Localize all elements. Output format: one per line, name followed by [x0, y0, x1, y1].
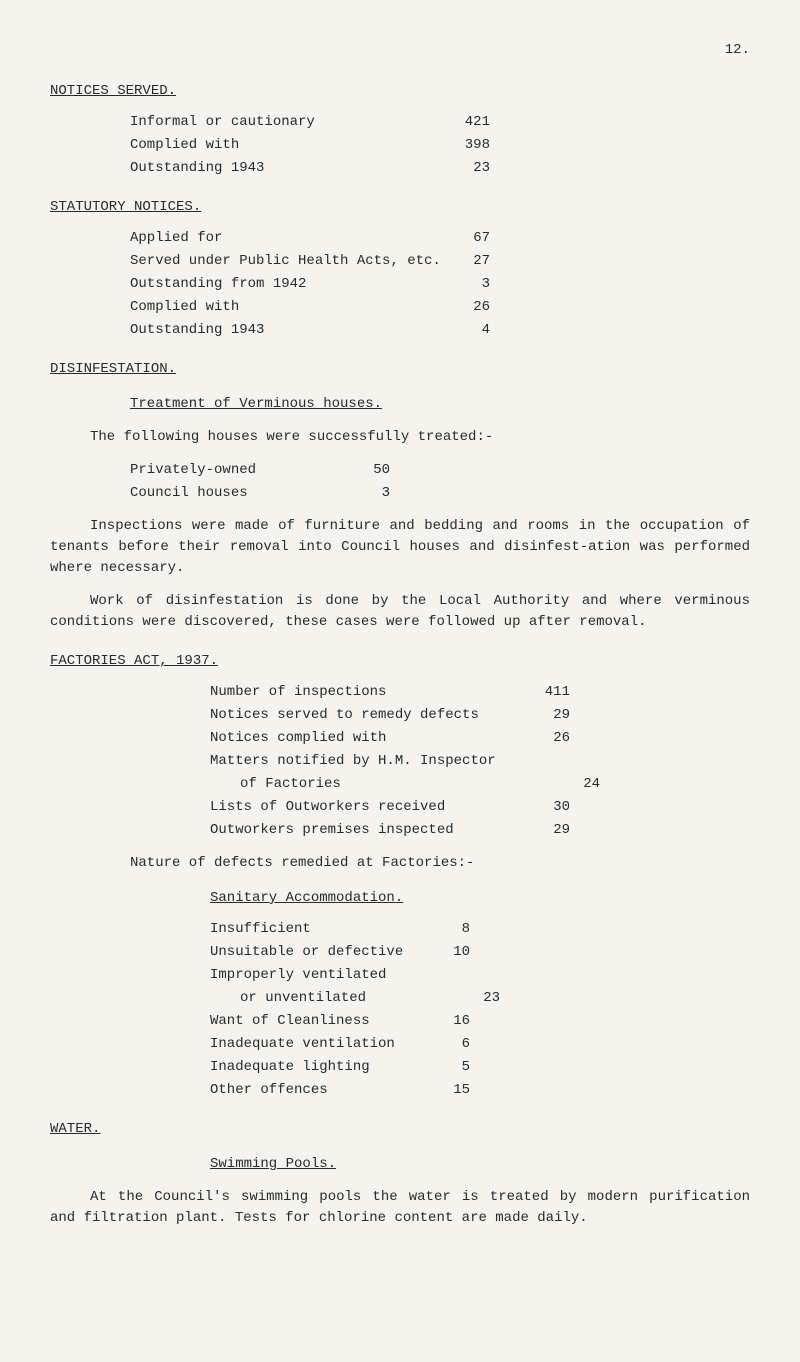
row-label: Insufficient [210, 919, 430, 940]
row-value: 6 [430, 1034, 470, 1055]
row-label: Council houses [130, 483, 350, 504]
row-value: 26 [450, 297, 490, 318]
factories-heading: FACTORIES ACT, 1937. [50, 651, 750, 672]
notices-served-table: Informal or cautionary 421 Complied with… [130, 112, 750, 179]
row-value: 10 [430, 942, 470, 963]
nature-heading: Nature of defects remedied at Factories:… [130, 853, 750, 874]
table-row: Number of inspections 411 [210, 682, 750, 703]
row-label: Number of inspections [210, 682, 530, 703]
row-value: 26 [530, 728, 570, 749]
table-row: Notices complied with 26 [210, 728, 750, 749]
disinfestation-subheading: Treatment of Verminous houses. [130, 394, 750, 415]
row-label: Outstanding from 1942 [130, 274, 450, 295]
row-label: Lists of Outworkers received [210, 797, 530, 818]
table-row: Applied for 67 [130, 228, 750, 249]
row-value: 398 [450, 135, 490, 156]
table-row: of Factories 24 [210, 774, 750, 795]
row-value: 23 [450, 158, 490, 179]
table-row: Inadequate ventilation 6 [210, 1034, 750, 1055]
row-value: 3 [350, 483, 390, 504]
row-value: 23 [460, 988, 500, 1009]
row-label: Unsuitable or defective [210, 942, 430, 963]
table-row: Lists of Outworkers received 30 [210, 797, 750, 818]
row-value: 50 [350, 460, 390, 481]
disinfestation-para2: Work of disinfestation is done by the Lo… [50, 591, 750, 633]
row-value: 27 [450, 251, 490, 272]
row-label: Improperly ventilated [210, 965, 430, 986]
disinfestation-heading: DISINFESTATION. [50, 359, 750, 380]
row-value: 15 [430, 1080, 470, 1101]
table-row: Outstanding from 1942 3 [130, 274, 750, 295]
row-label: Notices complied with [210, 728, 530, 749]
row-value: 16 [430, 1011, 470, 1032]
table-row: Council houses 3 [130, 483, 750, 504]
row-label: Inadequate lighting [210, 1057, 430, 1078]
row-label: Outstanding 1943 [130, 158, 450, 179]
table-row: Outworkers premises inspected 29 [210, 820, 750, 841]
row-label: Served under Public Health Acts, etc. [130, 251, 450, 272]
row-value: 3 [450, 274, 490, 295]
row-value: 8 [430, 919, 470, 940]
row-label: Want of Cleanliness [210, 1011, 430, 1032]
table-row: Inadequate lighting 5 [210, 1057, 750, 1078]
table-row: Complied with 398 [130, 135, 750, 156]
table-row: Informal or cautionary 421 [130, 112, 750, 133]
table-row: Want of Cleanliness 16 [210, 1011, 750, 1032]
table-row: Served under Public Health Acts, etc. 27 [130, 251, 750, 272]
table-row: Outstanding 1943 23 [130, 158, 750, 179]
water-heading: WATER. [50, 1119, 750, 1140]
table-row: Complied with 26 [130, 297, 750, 318]
row-value: 4 [450, 320, 490, 341]
row-label: of Factories [210, 774, 560, 795]
row-label: Applied for [130, 228, 450, 249]
row-value: 5 [430, 1057, 470, 1078]
row-label: Matters notified by H.M. Inspector [210, 751, 530, 772]
table-row: Insufficient 8 [210, 919, 750, 940]
sanitary-heading: Sanitary Accommodation. [210, 888, 750, 909]
row-value: 24 [560, 774, 600, 795]
table-row: Improperly ventilated [210, 965, 750, 986]
row-label: Notices served to remedy defects [210, 705, 530, 726]
disinfestation-table: Privately-owned 50 Council houses 3 [130, 460, 750, 504]
row-label: Informal or cautionary [130, 112, 450, 133]
row-label: Complied with [130, 297, 450, 318]
row-value: 421 [450, 112, 490, 133]
statutory-notices-table: Applied for 67 Served under Public Healt… [130, 228, 750, 341]
page-number: 12. [50, 40, 750, 61]
row-label: Outstanding 1943 [130, 320, 450, 341]
table-row: Other offences 15 [210, 1080, 750, 1101]
table-row: Notices served to remedy defects 29 [210, 705, 750, 726]
row-value: 411 [530, 682, 570, 703]
table-row: Privately-owned 50 [130, 460, 750, 481]
water-subheading: Swimming Pools. [210, 1154, 750, 1175]
table-row: or unventilated 23 [210, 988, 750, 1009]
sanitary-table: Insufficient 8 Unsuitable or defective 1… [210, 919, 750, 1101]
notices-served-heading: NOTICES SERVED. [50, 81, 750, 102]
row-value: 67 [450, 228, 490, 249]
statutory-notices-heading: STATUTORY NOTICES. [50, 197, 750, 218]
row-label: or unventilated [210, 988, 460, 1009]
row-label: Other offences [210, 1080, 430, 1101]
water-para: At the Council's swimming pools the wate… [50, 1187, 750, 1229]
table-row: Outstanding 1943 4 [130, 320, 750, 341]
row-label: Outworkers premises inspected [210, 820, 530, 841]
table-row: Matters notified by H.M. Inspector [210, 751, 750, 772]
row-value: 30 [530, 797, 570, 818]
row-label: Complied with [130, 135, 450, 156]
table-row: Unsuitable or defective 10 [210, 942, 750, 963]
row-value: 29 [530, 820, 570, 841]
factories-table: Number of inspections 411 Notices served… [210, 682, 750, 841]
row-label: Privately-owned [130, 460, 350, 481]
disinfestation-para1: Inspections were made of furniture and b… [50, 516, 750, 579]
row-value [530, 751, 570, 772]
row-value [430, 965, 470, 986]
row-value: 29 [530, 705, 570, 726]
row-label: Inadequate ventilation [210, 1034, 430, 1055]
disinfestation-intro: The following houses were successfully t… [90, 427, 750, 448]
